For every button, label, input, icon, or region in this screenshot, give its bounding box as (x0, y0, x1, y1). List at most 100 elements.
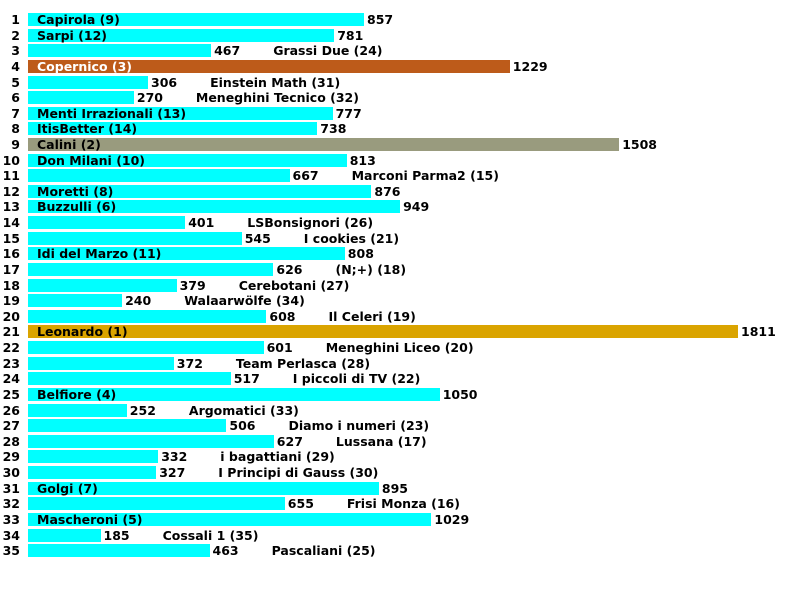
row-index-label: 24 (2, 371, 20, 387)
row-index-label: 6 (11, 90, 20, 106)
bar-row: 34 185 Cossali 1 (35) (0, 527, 800, 543)
value-label: 895 (381, 480, 408, 496)
value-label: 738 (320, 121, 347, 137)
value-label: 777 (335, 105, 362, 121)
value-label: 332 (161, 449, 188, 465)
bar-row: 14 401 LSBonsignori (26) (0, 215, 800, 231)
value-label: 876 (374, 183, 401, 199)
row-index-label: 2 (11, 27, 20, 43)
bar (28, 262, 274, 276)
bar-row: 35 463 Pascaliani (25) (0, 543, 800, 559)
bar (28, 372, 231, 386)
bar (28, 122, 318, 136)
bar-row: 13 949 Buzzulli (6) (0, 199, 800, 215)
bar-row: 33 1029 Mascheroni (5) (0, 511, 800, 527)
bar (28, 106, 333, 120)
bar (28, 497, 285, 511)
bar-row: 19 240 Walaarwölfe (34) (0, 293, 800, 309)
team-label: Leonardo (1) (37, 324, 128, 340)
row-index-label: 20 (2, 308, 20, 324)
row-index-label: 26 (2, 402, 20, 418)
team-label: ItisBetter (14) (37, 121, 138, 137)
bar-row: 31 895 Golgi (7) (0, 480, 800, 496)
value-label: 306 (151, 74, 178, 90)
value-label: 808 (347, 246, 374, 262)
team-label: Idi del Marzo (11) (37, 246, 162, 262)
bar (28, 403, 127, 417)
value-label: 401 (188, 215, 215, 231)
value-label: 185 (103, 527, 130, 543)
team-label: Copernico (3) (37, 58, 133, 74)
row-index-label: 8 (11, 121, 20, 137)
team-label: (N;+) (18) (335, 261, 407, 277)
bar (28, 247, 345, 261)
value-label: 627 (276, 433, 303, 449)
team-label: i bagattiani (29) (220, 449, 335, 465)
row-index-label: 17 (2, 261, 20, 277)
row-index-label: 27 (2, 418, 20, 434)
bar-row: 29 332 i bagattiani (29) (0, 449, 800, 465)
row-index-label: 12 (2, 183, 20, 199)
value-label: 655 (287, 496, 314, 512)
bar-row: 7 777 Menti Irrazionali (13) (0, 105, 800, 121)
bar (28, 153, 347, 167)
team-label: Meneghini Tecnico (32) (195, 90, 359, 106)
row-index-label: 19 (2, 293, 20, 309)
team-label: Lussana (17) (335, 433, 427, 449)
bar (28, 512, 432, 526)
value-label: 813 (349, 152, 376, 168)
bar (28, 528, 101, 542)
value-label: 781 (337, 27, 364, 43)
value-label: 857 (367, 12, 394, 27)
team-label: Marconi Parma2 (15) (351, 168, 499, 184)
row-index-label: 35 (2, 543, 20, 559)
team-label: Diamo i numeri (23) (288, 418, 430, 434)
bar-row: 16 808 Idi del Marzo (11) (0, 246, 800, 262)
value-label: 626 (276, 261, 303, 277)
row-index-label: 23 (2, 355, 20, 371)
bar-row: 25 1050 Belfiore (4) (0, 387, 800, 402)
bar-row: 22 601 Meneghini Liceo (20) (0, 340, 800, 355)
row-index-label: 33 (2, 511, 20, 527)
bar-row: 23 372 Team Perlasca (28) (0, 355, 800, 371)
bar (28, 91, 134, 105)
bar (28, 59, 510, 73)
bar-row: 11 667 Marconi Parma2 (15) (0, 168, 800, 184)
team-label: I piccoli di TV (22) (292, 371, 421, 387)
row-index-label: 11 (2, 168, 20, 184)
value-label: 270 (136, 90, 163, 106)
team-label: Cerebotani (27) (238, 277, 350, 293)
row-index-label: 13 (2, 199, 20, 215)
bar-row: 20 608 Il Celeri (19) (0, 308, 800, 324)
row-index-label: 30 (2, 465, 20, 480)
row-index-label: 16 (2, 246, 20, 262)
bar (28, 294, 123, 308)
bar (28, 387, 440, 401)
team-label: I cookies (21) (303, 230, 400, 246)
bar-row: 26 252 Argomatici (33) (0, 402, 800, 418)
bar (28, 325, 738, 339)
value-label: 463 (212, 543, 239, 559)
bar-row: 9 1508 Calini (2) (0, 137, 800, 152)
row-index-label: 10 (2, 152, 20, 168)
row-index-label: 7 (11, 105, 20, 121)
team-label: Golgi (7) (37, 480, 98, 496)
bar (28, 481, 379, 495)
team-label: Buzzulli (6) (37, 199, 117, 215)
team-label: Capirola (9) (37, 12, 120, 27)
row-index-label: 28 (2, 433, 20, 449)
row-index-label: 22 (2, 340, 20, 355)
bar (28, 450, 159, 464)
bar-row: 15 545 I cookies (21) (0, 230, 800, 246)
row-index-label: 32 (2, 496, 20, 512)
row-index-label: 15 (2, 230, 20, 246)
value-label: 379 (179, 277, 206, 293)
bar (28, 466, 157, 479)
value-label: 327 (159, 465, 186, 480)
team-label: Il Celeri (19) (328, 308, 416, 324)
team-label: Einstein Math (31) (210, 74, 341, 90)
bar-row: 4 1229 Copernico (3) (0, 58, 800, 74)
bar-row: 3 467 Grassi Due (24) (0, 43, 800, 58)
value-label: 252 (129, 402, 156, 418)
